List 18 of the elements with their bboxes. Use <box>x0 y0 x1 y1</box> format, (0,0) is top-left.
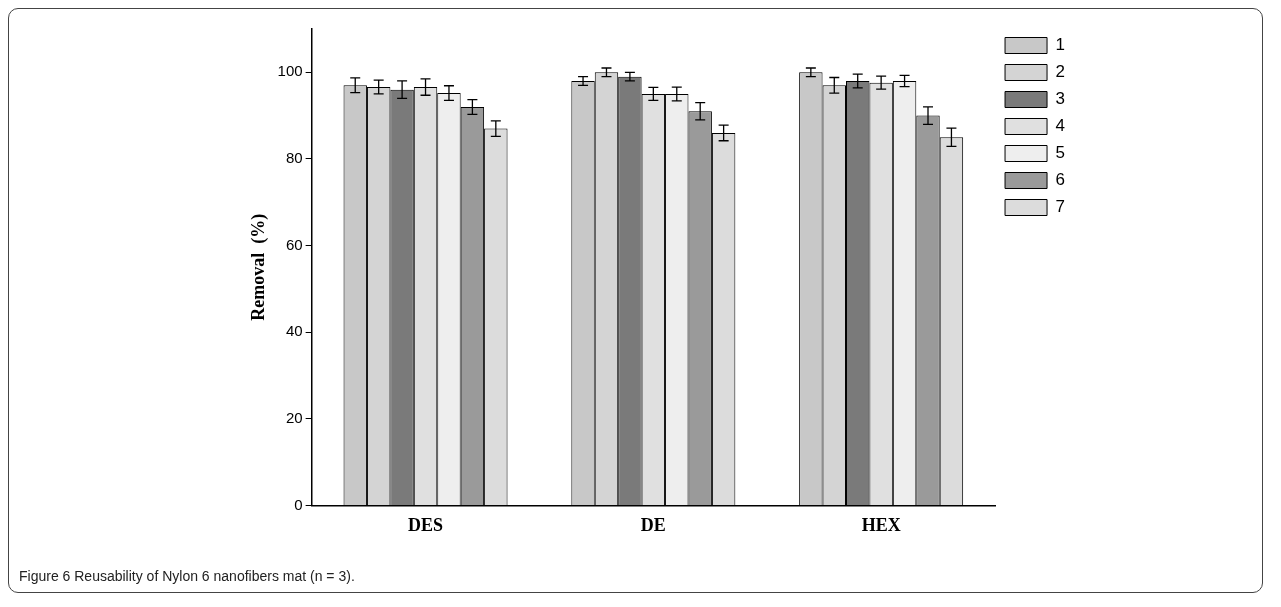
y-tick-label: 40 <box>285 322 303 340</box>
legend-label: 3 <box>1055 89 1066 109</box>
y-tick-label: 0 <box>294 495 303 513</box>
legend-label: 6 <box>1055 170 1066 190</box>
x-tick-label: DES <box>408 514 444 535</box>
legend-label: 7 <box>1055 197 1066 217</box>
y-tick-label: 60 <box>285 235 303 253</box>
y-axis-title: Removal (%) <box>248 213 270 321</box>
x-tick-label: DE <box>640 514 666 535</box>
caption: Figure 6 Reusability of Nylon 6 nanofibers mat (n = 3). <box>19 568 355 584</box>
y-tick-label: 100 <box>277 62 303 80</box>
legend-label: 2 <box>1055 62 1066 82</box>
legend-label: 4 <box>1055 116 1066 136</box>
legend-label: 1 <box>1055 35 1066 55</box>
x-tick-label: HEX <box>861 514 901 535</box>
y-tick-label: 20 <box>285 408 303 426</box>
legend-label: 5 <box>1055 143 1066 163</box>
y-tick-label: 80 <box>285 149 303 167</box>
